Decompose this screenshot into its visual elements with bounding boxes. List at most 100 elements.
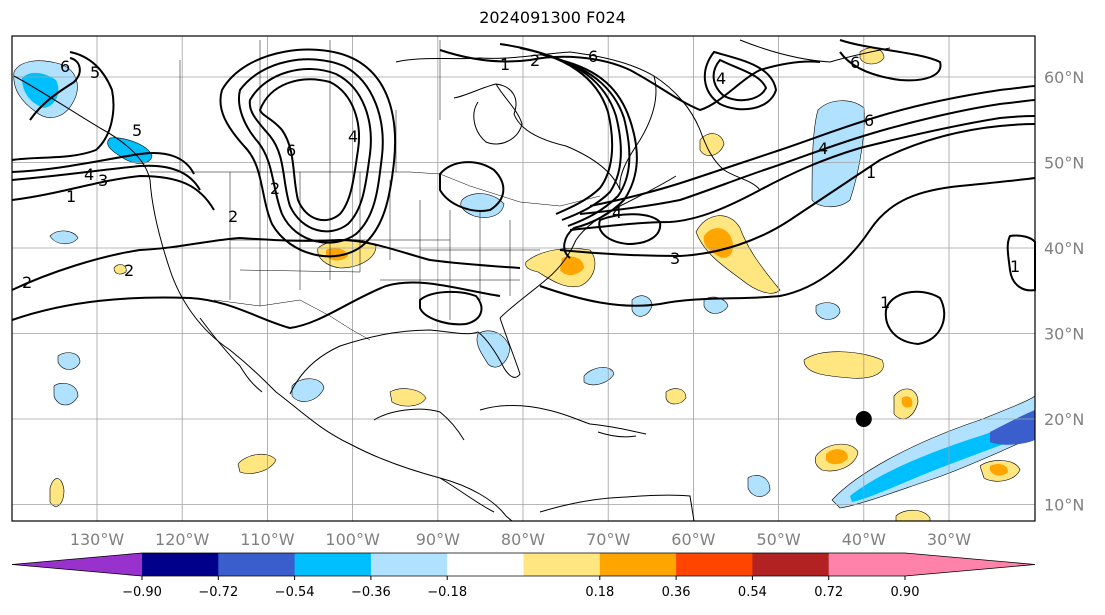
map-border: [11, 35, 1036, 522]
longitude-label: 110°W: [240, 530, 295, 549]
coast-hudson: [473, 83, 523, 145]
contour-trough1: [559, 59, 638, 259]
contour-atl-3: [559, 123, 1036, 258]
border-us-mexico: [213, 299, 371, 341]
contour-canada: [439, 49, 821, 112]
colorbar-tick-label: −0.18: [427, 585, 467, 600]
contour-label: 2: [124, 261, 134, 280]
storm-center-marker: [855, 411, 872, 427]
contour-ne-loop: [598, 213, 662, 246]
colorbar-tick-label: 0.18: [585, 585, 614, 600]
shade-yellow-newf: [699, 133, 725, 156]
shading-layer: [13, 47, 1036, 522]
shade-orange-midatl: [560, 256, 584, 276]
coast-hispaniola: [597, 431, 637, 438]
shade-orange-atl5: [990, 464, 1008, 476]
contour-label: 1: [66, 187, 76, 206]
contour-rockies-ridge3: [238, 58, 384, 244]
contour-label: 5: [132, 121, 142, 140]
coast-yucatan: [373, 408, 465, 441]
shade-orange-atl1: [703, 228, 734, 258]
map-title: 2024091300 F024: [479, 8, 626, 27]
colorbar-segment: [676, 553, 753, 576]
contour-loop-greenland3: [839, 39, 942, 82]
colorbar-segment: [294, 553, 372, 576]
contour-label: 1: [1010, 257, 1020, 276]
shade-orange-plains: [326, 248, 348, 261]
shade-blue-small2: [703, 296, 729, 314]
contour-label: 4: [348, 127, 358, 146]
contour-label: 6: [588, 47, 598, 66]
colorbar-tick-label: 0.36: [662, 585, 691, 600]
contour-atl-4: [569, 115, 1036, 231]
longitude-label: 130°W: [70, 530, 125, 549]
latitude-label: 40°N: [1044, 239, 1084, 258]
latitude-label: 30°N: [1044, 325, 1084, 344]
coastlines: [13, 39, 891, 522]
contour-6-alaska: [29, 57, 81, 121]
contour-label: 4: [818, 139, 828, 158]
contour-trough4: [499, 43, 614, 215]
coast-greenland: [739, 39, 891, 63]
shade-yellow-carib: [665, 388, 687, 405]
coast-labrador: [653, 75, 761, 191]
longitude-label: 90°W: [416, 530, 460, 549]
coast-east: [499, 175, 677, 319]
coast-baja: [199, 317, 263, 393]
contour-label: 2: [22, 273, 32, 292]
contour-se: [419, 290, 483, 326]
contour-label: 3: [670, 249, 680, 268]
contour-loop-greenland2: [703, 50, 778, 111]
shade-blue-small7: [583, 367, 615, 386]
contour-label: 1: [880, 293, 890, 312]
coast-na-west: [13, 75, 513, 522]
contour-label: 2: [530, 51, 540, 70]
contour-label: 6: [286, 141, 296, 160]
coast-centam: [439, 477, 495, 513]
contour-atl-2: [539, 177, 1036, 307]
contour-1-west: [11, 174, 215, 211]
colorbar-tick-label: 0.54: [738, 585, 767, 600]
colorbar-tick-label: −0.72: [198, 585, 238, 600]
contour-1-atl: [884, 290, 946, 346]
colorbar-tick-label: −0.36: [351, 585, 391, 600]
shade-orange-atl3: [901, 396, 913, 408]
coast-canada: [395, 51, 657, 191]
colorbar-tick-label: 0.90: [891, 585, 920, 600]
colorbar-segment: [752, 553, 830, 576]
shade-yellow-gulf: [389, 388, 427, 407]
colorbar-segment: [218, 553, 296, 576]
shade-blue-small4: [57, 352, 81, 370]
contour-label: 2: [270, 179, 280, 198]
contour-label: 1: [500, 55, 510, 74]
shade-blue-small9: [747, 475, 771, 497]
shade-blue-lakes: [460, 193, 505, 218]
contour-low-west: [11, 281, 501, 330]
latitude-label: 50°N: [1044, 154, 1084, 173]
colorbar-segment: [370, 553, 448, 576]
shade-yellow-pac2: [237, 453, 277, 474]
contour-rockies-ridge: [258, 78, 360, 222]
contour-atl-5: [579, 99, 1036, 215]
coast-southam: [539, 494, 695, 522]
contour-label: 3: [98, 171, 108, 190]
colorbar-tick-label: −0.90: [122, 585, 162, 600]
longitude-label: 100°W: [325, 530, 380, 549]
contour-rockies-ridge2: [248, 68, 372, 233]
colorbar: −0.90 −0.72 −0.54 −0.36 −0.18 0.18 0.36 0.54 0.7…: [11, 552, 1036, 600]
latitude-label: 10°N: [1044, 496, 1084, 515]
contour-label: 2: [228, 207, 238, 226]
contour-4-west: [11, 152, 195, 175]
contour-rockies-ridge4: [219, 48, 397, 258]
contour-label: 6: [864, 111, 874, 130]
longitude-label: 120°W: [155, 530, 210, 549]
longitude-label: 70°W: [586, 530, 630, 549]
shade-cyan-atl-south: [850, 412, 1035, 502]
longitude-label: 30°W: [927, 530, 971, 549]
contour-label: 6: [60, 57, 70, 76]
contour-label: 4: [612, 203, 622, 222]
contour-label: 5: [90, 63, 100, 82]
contour-1-east: [1006, 234, 1036, 292]
contour-atl-6: [589, 85, 1036, 207]
